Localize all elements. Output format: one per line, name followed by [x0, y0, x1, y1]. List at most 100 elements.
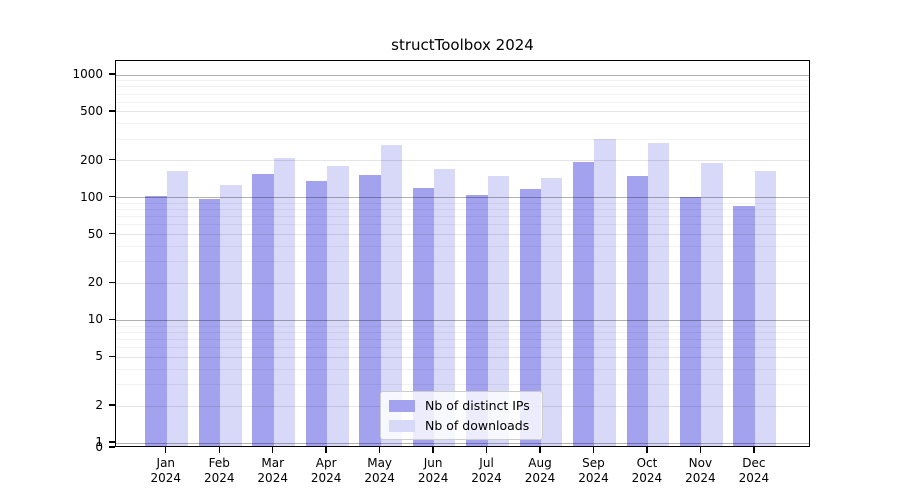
- gridline-800: [116, 86, 809, 88]
- gridline-700: [116, 93, 809, 95]
- y-tick-label-200: 200: [80, 152, 103, 167]
- gridline-70: [116, 216, 809, 218]
- y-tick-label-1000: 1000: [72, 67, 103, 81]
- bars-layer: [116, 61, 809, 447]
- x-tick-mark: [218, 447, 220, 453]
- legend: Nb of distinct IPs Nb of downloads: [380, 391, 543, 440]
- gridline-40: [116, 246, 809, 248]
- gridline-200: [116, 160, 809, 162]
- gridline-300: [116, 138, 809, 140]
- bar-distinct-ips-aug-2024: [519, 188, 541, 447]
- legend-item-distinct-ips: Nb of distinct IPs: [389, 398, 530, 413]
- y-tick-mark: [109, 355, 115, 358]
- bar-distinct-ips-sep-2024: [573, 161, 595, 447]
- x-tick-mark: [753, 447, 755, 453]
- x-tick-mark: [378, 447, 381, 453]
- gridline-20: [116, 282, 809, 284]
- y-tick-label-5: 5: [95, 349, 103, 364]
- bar-distinct-ips-may-2024: [359, 175, 381, 447]
- y-tick-label-2: 2: [95, 398, 103, 413]
- gridline-5: [116, 356, 809, 358]
- x-tick-mark: [539, 447, 541, 453]
- gridline-8: [116, 331, 809, 333]
- gridline-900: [116, 80, 809, 82]
- gridline-600: [116, 101, 809, 103]
- bar-downloads-aug-2024: [541, 177, 563, 447]
- bar-downloads-jan-2024: [166, 171, 189, 447]
- y-tick-mark: [109, 196, 115, 198]
- x-tick-label-jan-2024: Jan 2024: [150, 456, 182, 485]
- x-tick-label-mar-2024: Mar 2024: [257, 456, 288, 485]
- y-tick-label-500: 500: [80, 103, 103, 118]
- x-tick-label-sep-2024: Sep 2024: [578, 456, 609, 485]
- bar-distinct-ips-nov-2024: [680, 197, 702, 447]
- legend-label-distinct-ips: Nb of distinct IPs: [425, 398, 530, 413]
- bar-distinct-ips-oct-2024: [626, 176, 648, 447]
- gridline-9: [116, 325, 809, 327]
- x-tick-mark: [165, 447, 167, 453]
- x-tick-mark: [592, 447, 595, 453]
- y-tick-label-0: 0: [95, 440, 103, 454]
- gridline-7: [116, 338, 809, 340]
- y-tick-label-10: 10: [87, 312, 103, 327]
- chart-title: structToolbox 2024: [391, 36, 534, 54]
- gridline-3: [116, 384, 809, 386]
- gridline-50: [116, 234, 809, 236]
- legend-label-downloads: Nb of downloads: [425, 418, 530, 433]
- y-tick-label-20: 20: [87, 275, 103, 290]
- x-tick-label-apr-2024: Apr 2024: [310, 456, 342, 485]
- x-tick-label-dec-2024: Dec 2024: [738, 456, 770, 485]
- x-tick-label-jul-2024: Jul 2024: [471, 456, 502, 485]
- bar-downloads-jul-2024: [487, 176, 509, 447]
- plot-area: [115, 60, 810, 447]
- gridline-80: [116, 209, 809, 211]
- legend-swatch-downloads: [389, 419, 415, 432]
- gridline-60: [116, 224, 809, 226]
- y-tick-mark: [109, 232, 115, 235]
- bar-downloads-feb-2024: [220, 184, 242, 447]
- legend-swatch-distinct-ips: [389, 399, 415, 412]
- gridline-10: [116, 319, 809, 321]
- gridline-30: [116, 261, 809, 263]
- gridline-90: [116, 202, 809, 204]
- x-tick-mark: [646, 447, 648, 453]
- x-tick-label-nov-2024: Nov 2024: [685, 456, 716, 485]
- y-tick-mark: [109, 110, 115, 112]
- y-tick-mark: [109, 446, 115, 448]
- y-tick-mark: [109, 441, 115, 443]
- gridline-6: [116, 347, 809, 349]
- gridlines-layer: [116, 61, 809, 446]
- bar-distinct-ips-jan-2024: [145, 195, 167, 447]
- bar-downloads-nov-2024: [701, 163, 723, 447]
- x-tick-label-aug-2024: Aug 2024: [524, 456, 556, 485]
- bar-downloads-mar-2024: [273, 157, 296, 447]
- gridline-1: [116, 442, 809, 444]
- y-tick-mark: [109, 159, 115, 161]
- gridline-500: [116, 111, 809, 113]
- x-tick-label-oct-2024: Oct 2024: [631, 456, 663, 485]
- x-tick-label-jun-2024: Jun 2024: [417, 456, 449, 485]
- y-tick-label-1: 1: [95, 435, 103, 450]
- x-tick-mark: [432, 447, 434, 453]
- y-tick-label-50: 50: [87, 226, 103, 241]
- gridline-1000: [116, 74, 809, 76]
- bar-downloads-apr-2024: [327, 166, 349, 447]
- legend-item-downloads: Nb of downloads: [389, 418, 530, 433]
- bar-distinct-ips-apr-2024: [305, 180, 328, 447]
- x-tick-label-may-2024: May 2024: [364, 456, 395, 485]
- bar-distinct-ips-dec-2024: [733, 205, 755, 447]
- bar-distinct-ips-jul-2024: [466, 194, 488, 447]
- x-tick-mark: [325, 447, 327, 453]
- gridline-4: [116, 368, 809, 370]
- y-tick-label-100: 100: [80, 189, 103, 204]
- x-tick-mark: [699, 447, 702, 453]
- x-tick-mark: [485, 447, 488, 453]
- bar-distinct-ips-mar-2024: [252, 174, 274, 447]
- y-tick-mark: [109, 281, 115, 284]
- bar-downloads-sep-2024: [594, 138, 616, 447]
- x-tick-label-feb-2024: Feb 2024: [203, 456, 235, 485]
- x-tick-mark: [272, 447, 274, 453]
- gridline-100: [116, 197, 809, 199]
- gridline-400: [116, 123, 809, 125]
